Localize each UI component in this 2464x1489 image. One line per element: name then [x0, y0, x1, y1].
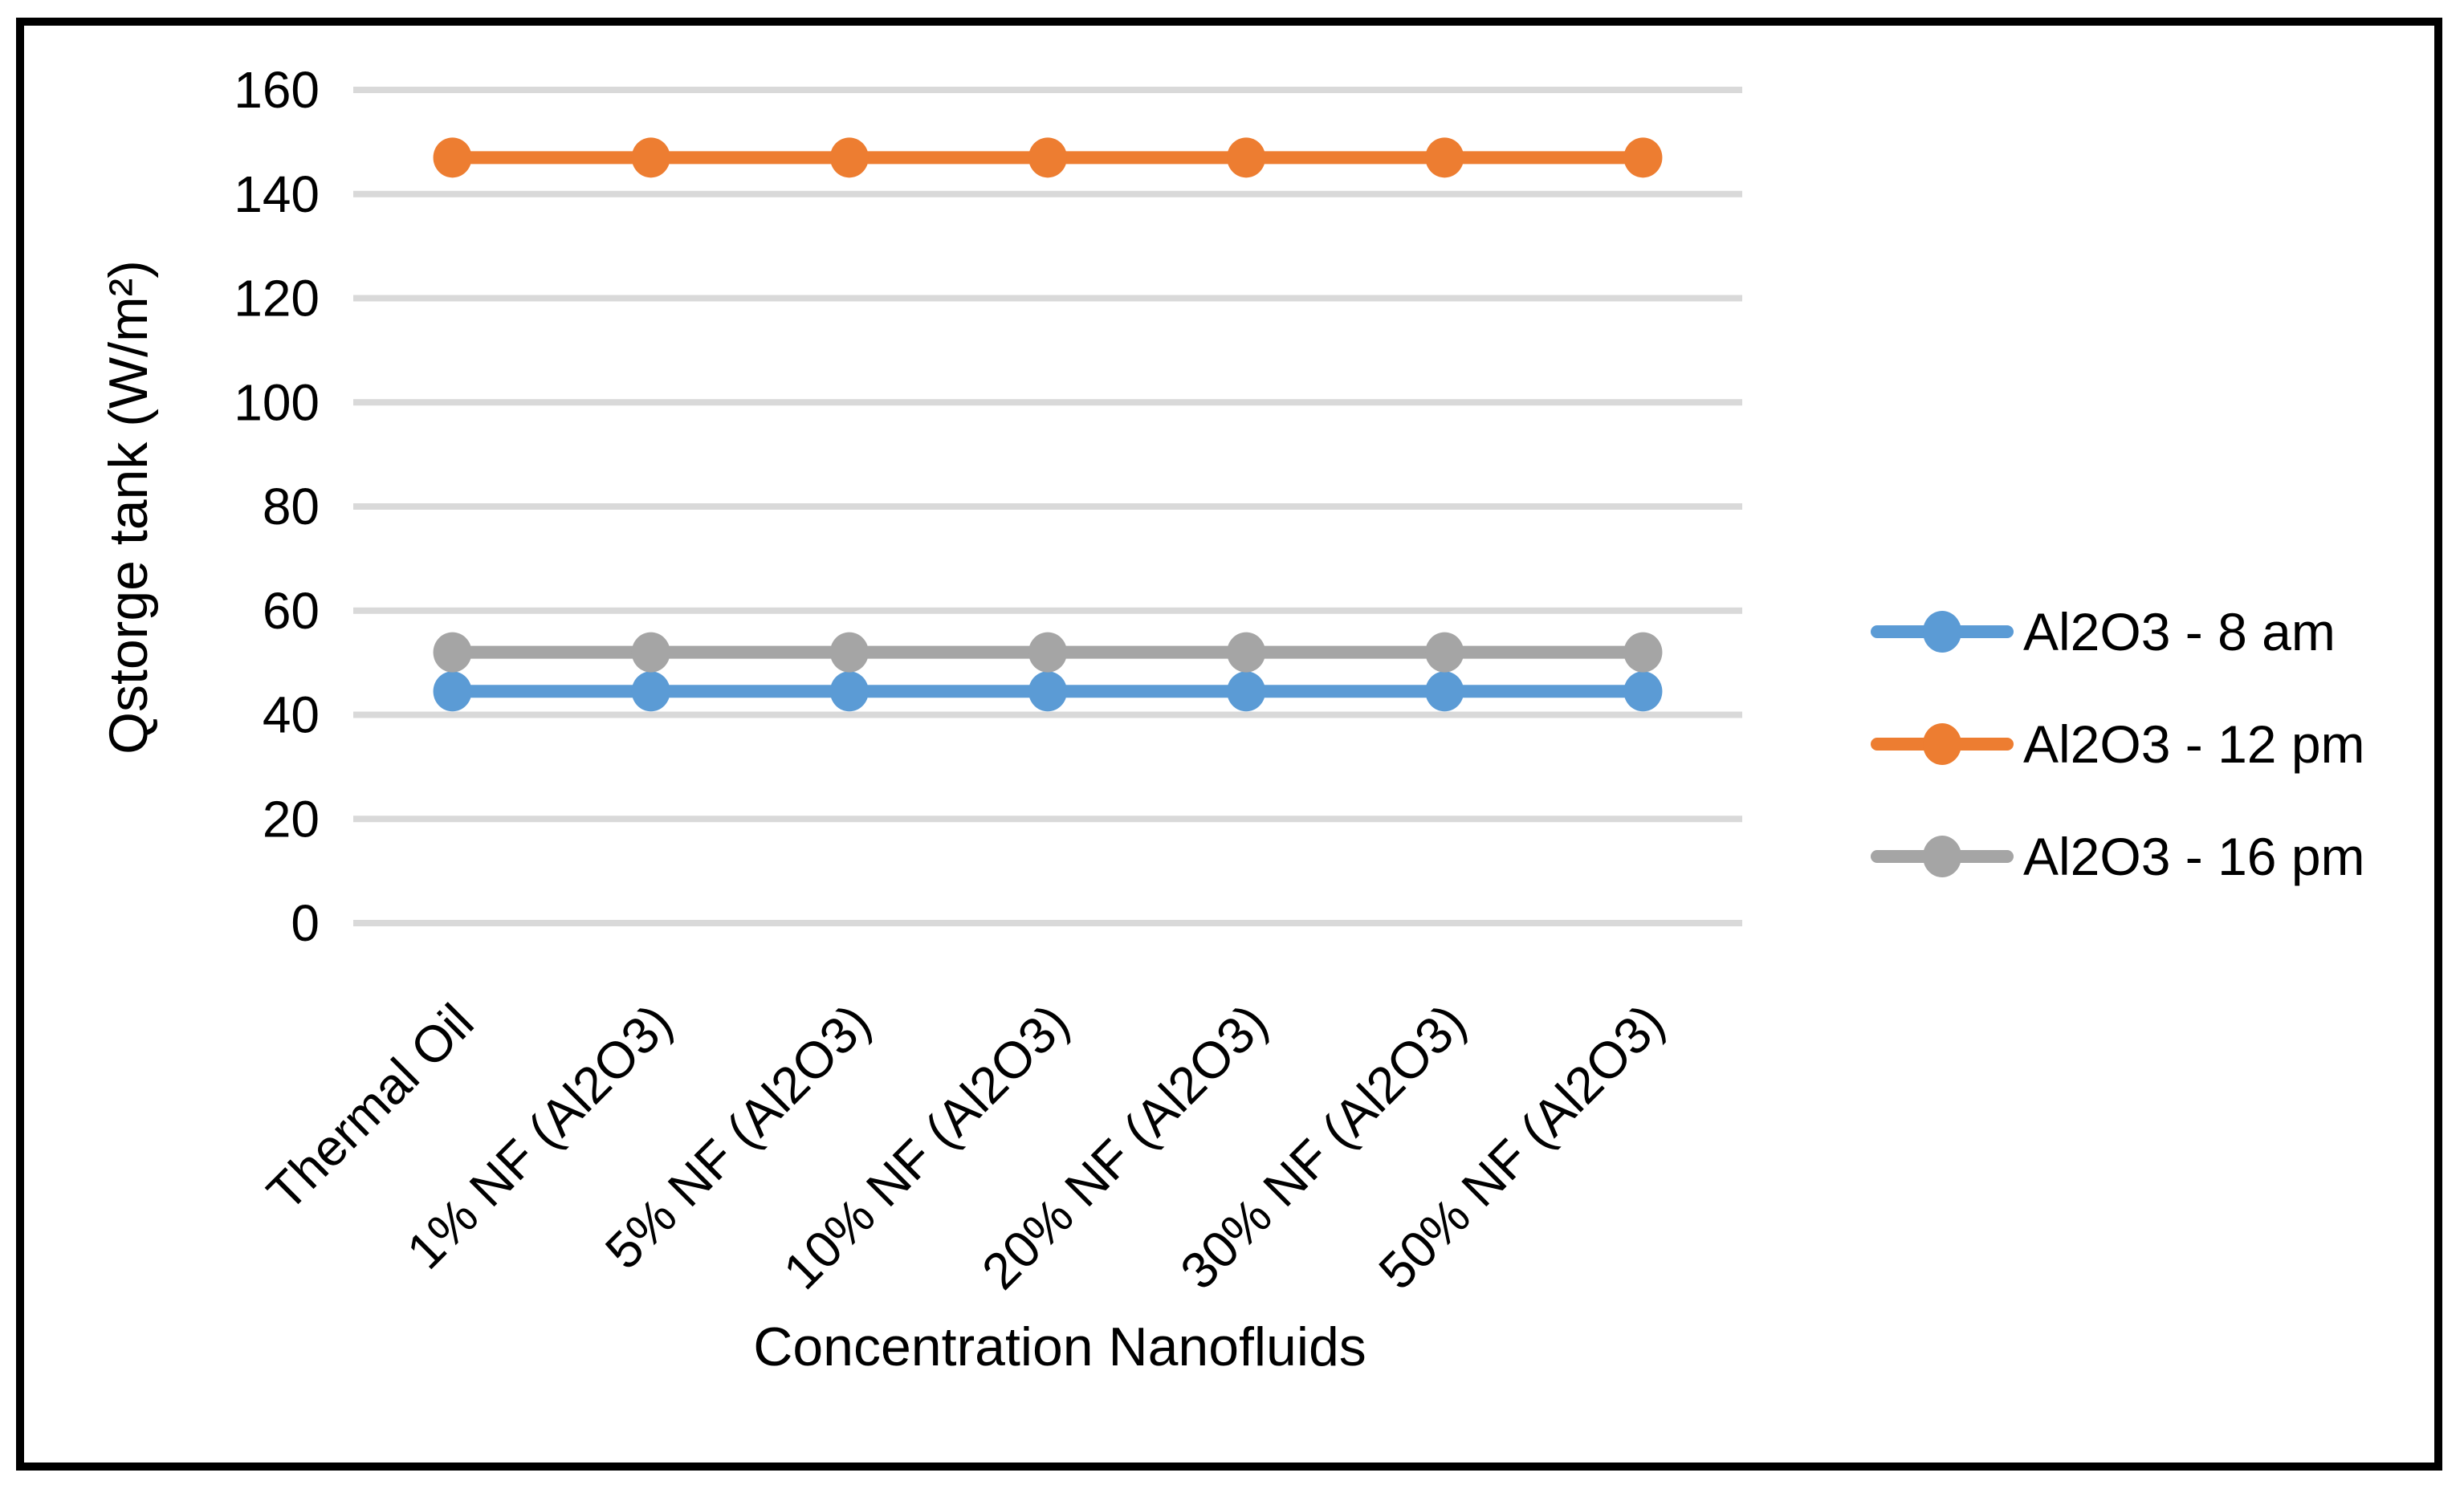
legend-marker-icon — [1923, 836, 1961, 877]
legend: Al2O3 - 8 am Al2O3 - 12 pm Al2O3 - 16 pm — [1871, 576, 2365, 913]
series-marker — [631, 632, 670, 673]
x-axis-title: Concentration Nanofluids — [753, 1316, 1366, 1377]
series-marker — [1425, 137, 1464, 178]
series-marker — [829, 137, 869, 178]
series-marker — [1623, 671, 1663, 712]
series-marker — [1425, 632, 1464, 673]
y-tick-label: 120 — [234, 270, 320, 327]
y-tick-label: 140 — [234, 165, 320, 223]
series-marker — [433, 137, 472, 178]
y-axis-title: Qstorge tank (W/m²) — [98, 260, 159, 755]
series-marker — [433, 671, 472, 712]
legend-swatch-icon — [1871, 611, 2014, 653]
legend-swatch-icon — [1871, 836, 2014, 877]
y-tick-label: 60 — [263, 582, 320, 640]
series-marker — [1425, 671, 1464, 712]
series-marker — [829, 632, 869, 673]
series-marker — [1028, 137, 1067, 178]
series-marker — [433, 632, 472, 673]
series-marker — [1227, 632, 1266, 673]
series-marker — [1227, 137, 1266, 178]
series-marker — [829, 671, 869, 712]
series-marker — [1227, 671, 1266, 712]
legend-marker-icon — [1923, 611, 1961, 653]
legend-marker-icon — [1923, 723, 1961, 765]
y-tick-label: 40 — [263, 686, 320, 744]
series-marker — [1028, 632, 1067, 673]
y-tick-label: 80 — [263, 478, 320, 535]
legend-item: Al2O3 - 12 pm — [1871, 688, 2365, 800]
y-tick-label: 0 — [291, 894, 320, 952]
legend-swatch-icon — [1871, 723, 2014, 765]
legend-label: Al2O3 - 12 pm — [2023, 714, 2365, 774]
y-tick-label: 100 — [234, 373, 320, 431]
legend-label: Al2O3 - 16 pm — [2023, 827, 2365, 886]
legend-item: Al2O3 - 8 am — [1871, 576, 2365, 688]
series-marker — [1623, 632, 1663, 673]
y-tick-label: 20 — [263, 790, 320, 848]
legend-item: Al2O3 - 16 pm — [1871, 800, 2365, 913]
chart-border-frame — [16, 18, 2442, 1471]
series-marker — [631, 671, 670, 712]
y-tick-label: 160 — [234, 61, 320, 119]
series-marker — [1028, 671, 1067, 712]
series-marker — [631, 137, 670, 178]
legend-label: Al2O3 - 8 am — [2023, 602, 2336, 661]
series-marker — [1623, 137, 1663, 178]
